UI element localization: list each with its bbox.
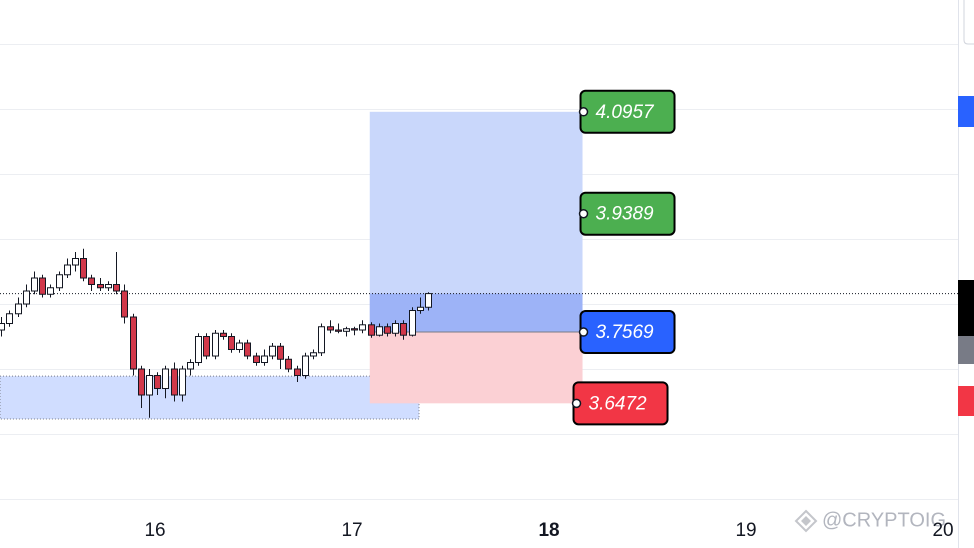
axis-tag	[958, 96, 974, 127]
loss-area	[369, 332, 583, 404]
candle-body	[146, 375, 153, 396]
candle-body	[327, 326, 334, 331]
labels: 4.0957 3.9389 3.7569 3.6472	[571, 89, 676, 426]
candle-body	[138, 368, 145, 396]
level-handle	[571, 398, 582, 409]
candle-body	[212, 332, 219, 357]
level-label: 3.7569	[596, 322, 655, 343]
candle-body	[376, 326, 383, 336]
candle-body	[105, 284, 112, 289]
candle-body	[72, 258, 79, 266]
x-tick-label: 17	[341, 520, 362, 541]
axis-tag	[958, 386, 974, 416]
candle-body	[318, 326, 325, 354]
candle-body	[294, 368, 301, 377]
candle-body	[425, 293, 432, 308]
level-label: 3.6472	[589, 393, 648, 414]
candle-body	[368, 324, 375, 336]
candle-body	[31, 277, 38, 292]
level-label: 4.0957	[596, 102, 656, 123]
candle-body	[203, 336, 210, 357]
candle-body	[15, 303, 22, 315]
candle-body	[39, 277, 46, 295]
level-label: 3.9389	[596, 204, 655, 225]
candle-body	[359, 324, 366, 331]
candle-body	[417, 306, 424, 312]
axis-tag	[958, 336, 974, 364]
level-handle	[578, 107, 589, 117]
zones	[0, 111, 958, 420]
candle-body	[80, 258, 87, 279]
x-tick-label: 16	[144, 520, 165, 541]
x-tick-label: 18	[538, 520, 559, 541]
candle-body	[310, 352, 317, 357]
candle-body	[302, 355, 309, 377]
candle-body	[261, 355, 268, 364]
candle-body	[187, 362, 194, 370]
candle-body	[171, 368, 178, 396]
candle-body	[113, 284, 120, 292]
candle-body	[392, 323, 399, 334]
candle-body	[228, 336, 235, 351]
candle-body	[23, 290, 30, 305]
candle-body	[121, 290, 128, 318]
candle-body	[154, 375, 161, 390]
candle-body	[335, 329, 342, 332]
candle-body	[6, 313, 13, 325]
candle-body	[195, 336, 202, 364]
candle-body	[351, 328, 358, 331]
watermark: @CRYPTOIG	[822, 509, 946, 531]
panel-corner	[963, 0, 974, 45]
candle-body	[285, 358, 292, 370]
candle-body	[64, 264, 71, 276]
candle-body	[236, 342, 243, 351]
zone	[0, 375, 420, 420]
candle-body	[0, 323, 5, 331]
level-handle	[578, 327, 589, 337]
x-tick-label: 19	[735, 520, 756, 541]
candle-body	[56, 274, 63, 289]
candle-body	[220, 332, 227, 338]
candle-body	[162, 368, 169, 390]
candle-body	[269, 345, 276, 357]
candle-body	[179, 368, 186, 396]
candles	[0, 248, 432, 418]
level-handle	[578, 208, 589, 219]
candle-body	[277, 345, 284, 360]
candle-body	[253, 355, 260, 364]
candle-body	[88, 277, 95, 286]
watermark-logo	[794, 509, 818, 533]
candle-body	[409, 310, 416, 336]
x-tick-label: 20	[932, 520, 953, 541]
candle-body	[97, 284, 104, 289]
candle-body	[400, 323, 407, 336]
candle-body	[244, 342, 251, 357]
axis-tag	[958, 280, 974, 336]
candle-body	[47, 287, 54, 295]
candle-body	[343, 328, 350, 332]
candle-body	[384, 326, 391, 334]
candle-body	[130, 316, 137, 370]
